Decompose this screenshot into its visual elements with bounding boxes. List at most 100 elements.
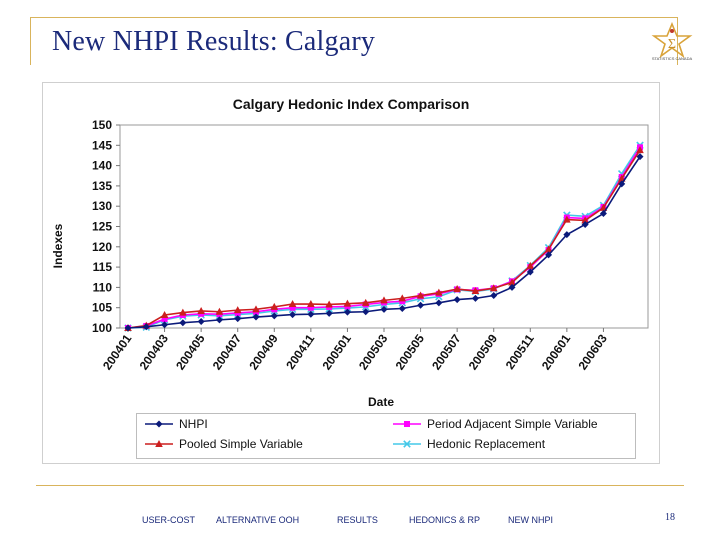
data-point <box>161 316 168 323</box>
data-point <box>307 310 315 318</box>
legend-item: NHPI <box>145 417 208 431</box>
data-point <box>403 440 411 448</box>
data-point <box>233 306 242 314</box>
nav-user-cost[interactable]: USER-COST <box>142 515 196 525</box>
chart-title: Calgary Hedonic Index Comparison <box>233 96 470 112</box>
data-point <box>526 261 535 269</box>
data-point <box>252 305 260 313</box>
data-point <box>416 291 425 299</box>
legend-items: NHPI Period Adjacent Simple Variable Poole… <box>145 417 598 451</box>
data-point <box>380 305 388 313</box>
page-number: 18 <box>665 512 675 523</box>
legend-item: Period Adjacent Simple Variable <box>393 417 598 431</box>
data-point <box>453 296 461 304</box>
data-point <box>124 324 132 332</box>
x-tick-label: 200509 <box>466 331 501 372</box>
x-tick-label: 200511 <box>503 331 537 372</box>
data-point <box>453 285 461 293</box>
data-point <box>471 287 480 295</box>
data-point <box>362 308 370 316</box>
data-point <box>179 308 187 316</box>
legend-item: Pooled Simple Variable <box>145 437 303 451</box>
data-point <box>161 321 169 329</box>
data-point <box>288 300 297 308</box>
y-tick-label: 135 <box>92 179 112 193</box>
y-tick-label: 105 <box>92 301 112 315</box>
data-point <box>155 420 163 428</box>
x-tick-label: 200409 <box>246 331 281 372</box>
series-nhpi <box>124 153 644 332</box>
x-tick-label: 200401 <box>100 331 135 372</box>
nav-alternative-ooh[interactable]: ALTERNATIVE OOH <box>216 515 300 525</box>
data-point <box>398 305 406 313</box>
data-point <box>325 300 333 308</box>
data-point <box>325 309 333 317</box>
data-point <box>417 301 425 309</box>
line-chart: Calgary Hedonic Index Comparison Indexes… <box>51 96 649 409</box>
data-point <box>489 284 498 292</box>
data-point <box>380 296 388 304</box>
data-point <box>435 288 443 296</box>
svg-text:Σ: Σ <box>668 37 676 52</box>
logo-caption: STATISTICS CANADA <box>651 56 693 61</box>
legend-label: Period Adjacent Simple Variable <box>427 417 598 431</box>
y-tick-label: 145 <box>92 138 112 152</box>
data-point <box>307 304 314 311</box>
data-point <box>252 313 260 321</box>
y-tick-label: 150 <box>92 118 112 132</box>
data-point <box>160 311 169 319</box>
data-point <box>234 315 242 323</box>
data-point <box>544 245 553 253</box>
data-point <box>563 215 571 223</box>
footer-rule <box>36 485 684 486</box>
data-point <box>636 153 644 161</box>
legend-label: Hedonic Replacement <box>427 437 546 451</box>
y-tick-label: 100 <box>92 321 112 335</box>
y-tick-label: 130 <box>92 199 112 213</box>
data-point <box>490 292 498 300</box>
data-point <box>270 302 279 310</box>
data-point <box>270 312 278 320</box>
data-point <box>404 421 410 427</box>
header-rule-right <box>677 17 678 65</box>
data-point <box>563 231 571 239</box>
x-tick-label: 200503 <box>356 331 391 372</box>
data-point <box>289 304 296 311</box>
data-point <box>581 220 589 228</box>
nav-new-nhpi[interactable]: NEW NHPI <box>508 515 553 525</box>
data-point <box>155 440 163 447</box>
data-point <box>142 323 150 331</box>
x-tick-label: 200411 <box>283 331 317 372</box>
header-rule <box>30 17 678 18</box>
x-tick-label: 200501 <box>319 331 354 372</box>
y-tick-label: 120 <box>92 240 112 254</box>
data-point <box>618 180 626 188</box>
x-tick-label: 200603 <box>575 331 610 372</box>
y-axis-label: Indexes <box>51 223 65 268</box>
y-tick-label: 140 <box>92 159 112 173</box>
data-point <box>215 307 224 315</box>
data-point <box>545 251 553 259</box>
data-point <box>197 318 205 326</box>
data-point <box>307 300 315 308</box>
data-point <box>471 294 479 302</box>
legend-item: Hedonic Replacement <box>393 437 546 451</box>
data-point <box>289 311 297 319</box>
legend-label: NHPI <box>179 417 208 431</box>
series-pooled-simple-variable <box>124 146 644 331</box>
x-tick-label: 200407 <box>210 331 245 372</box>
x-tick-label: 200505 <box>393 331 428 372</box>
data-point <box>526 268 534 276</box>
y-tick-label: 115 <box>93 260 113 274</box>
data-point <box>197 306 205 314</box>
chart-legend: NHPI Period Adjacent Simple Variable Poole… <box>136 413 636 459</box>
data-point <box>343 308 351 316</box>
x-tick-label: 200403 <box>137 331 172 372</box>
data-point <box>215 316 223 324</box>
legend-label: Pooled Simple Variable <box>179 437 303 451</box>
x-axis-label: Date <box>368 395 394 409</box>
nav-hedonics-rp[interactable]: HEDONICS & RP <box>409 515 481 525</box>
y-tick-label: 125 <box>92 220 112 234</box>
header-rule-left <box>30 17 31 65</box>
nav-results[interactable]: RESULTS <box>337 515 378 525</box>
